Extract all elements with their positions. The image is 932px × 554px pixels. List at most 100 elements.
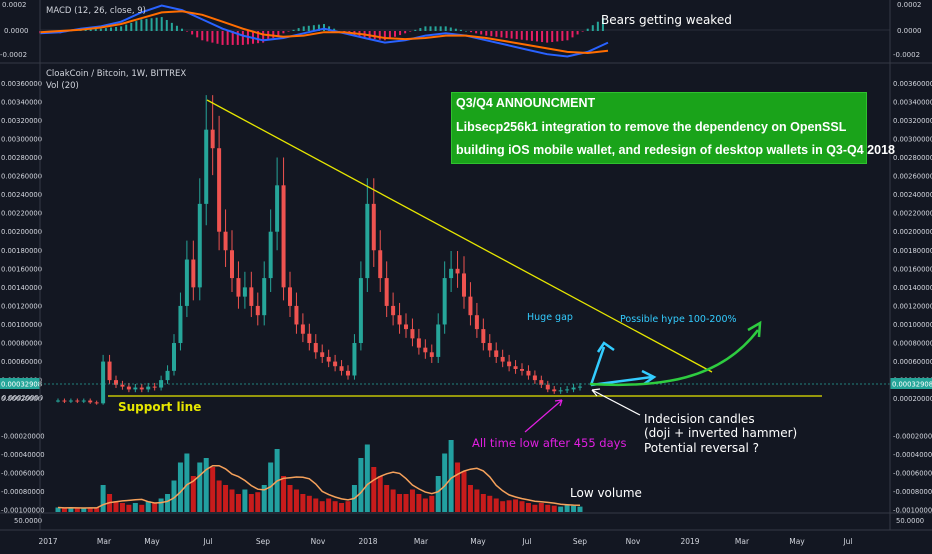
volume-bar [493,498,499,512]
macd-hist-bar [181,28,183,31]
announcement-line-1: Libsecp256k1 integration to remove the d… [456,120,847,134]
macd-hist-bar [145,18,148,31]
candle-body [197,203,202,288]
macd-hist-bar [241,31,244,45]
price-tick-right: 0.00080000 [893,340,932,348]
macd-hist-bar [541,31,544,43]
announcement-box: Q3/Q4 ANNOUNCMENT Libsecp256k1 integrati… [451,92,895,164]
candle-body [500,356,505,362]
macd-hist-bar [556,31,559,42]
volume-bar [384,485,390,512]
candle-body [184,259,189,306]
volume-bar [119,503,125,512]
volume-bar [139,504,145,512]
macd-line [39,4,609,58]
volume-bar [61,508,67,512]
volume-ma-line [57,464,581,509]
macd-hist-bar [571,31,574,38]
macd-hist-bar [429,26,432,31]
candle-body [474,315,479,330]
macd-hist-bar [297,28,300,31]
price-tick-right: -0.00100000 [893,507,932,515]
macd-hist-bar [175,25,178,31]
volume-bar [326,498,332,512]
macd-hist-bar [89,28,92,31]
candle-body [126,386,131,390]
candle-body [545,384,550,390]
volume-bar [397,494,403,512]
volume-bar [525,503,531,512]
macd-panel: MACD (12, 26, close, 9) 0.0002 0.0000 -0… [0,1,932,64]
macd-hist-bar [449,27,452,31]
volume-bar [132,503,138,512]
volume-bar [87,507,93,512]
all-time-low-label: All time low after 455 days [472,436,626,450]
candle-body [62,400,67,402]
macd-hist-bar [104,28,107,31]
macd-hist-bar [505,31,508,38]
announcement-title: Q3/Q4 ANNOUNCMENT [456,96,596,110]
x-axis-label: Mar [97,537,112,546]
macd-hist-bar [596,21,599,31]
volume-bar [319,501,325,512]
price-tick-right: 0.00260000 [893,173,932,181]
candle-body [204,129,209,204]
macd-hist-bar [262,31,265,43]
macd-hist-bar [378,31,381,40]
left-extra-tick: 0.00020000 [2,394,43,402]
volume-bar [551,505,557,512]
volume-bar [248,494,254,512]
price-tick-left: 0.00260000 [1,173,42,181]
candle-body [397,315,402,325]
volume-bar [281,476,287,512]
price-tick-right: 0.00240000 [893,191,932,199]
candle-body [223,231,228,251]
price-tick-left: 0.00300000 [1,135,42,143]
candle-body [300,324,305,334]
macd-right-tick-neg: -0.0002 [893,51,920,59]
candles [56,95,582,405]
volume-bar [345,501,351,512]
price-tick-left: -0.00020000 [1,432,45,440]
volume-bar [223,485,229,512]
current-price-box-right [890,378,932,389]
macd-hist-bar [317,24,320,31]
indecision-label-1: Indecision candles [644,412,755,426]
candle-body [313,343,318,353]
volume-bar [364,444,370,512]
volume-bar [564,504,570,512]
x-axis-label: Sep [256,537,270,546]
x-axis-label: Mar [414,537,429,546]
volume-bar [532,504,538,512]
candle-body [462,273,466,297]
candle-body [539,380,544,385]
candle-body [378,250,383,279]
price-tick-left: 0.00160000 [1,265,42,273]
volume-bar [442,453,448,512]
candle-body [487,343,492,351]
macd-hist-bar [186,31,189,32]
chart-title: CloakCoin / Bitcoin, 1W, BITTREX [46,69,186,79]
candle-body [217,148,222,232]
volume-bar [235,494,241,512]
candle-body [442,278,447,325]
macd-hist-bar [373,31,376,40]
price-tick-left: 0.00200000 [1,228,42,236]
macd-hist-bar [475,31,478,34]
macd-hist-bar [409,31,412,32]
candle-body [404,324,408,330]
candle-body [81,400,86,402]
volume-bar [126,504,132,512]
volume-bar [171,480,177,512]
huge-gap-label: Huge gap [527,312,573,323]
macd-hist-bar [302,26,305,31]
x-axis-label: Jul [521,537,531,546]
price-tick-left: 0.00360000 [1,80,42,88]
price-tick-right: 0.00340000 [893,98,932,106]
volume-bar [55,507,61,512]
candle-body [352,343,357,376]
macd-hist-bar [277,31,280,36]
price-tick-right: 0.00120000 [893,302,932,310]
candle-body [371,203,376,251]
